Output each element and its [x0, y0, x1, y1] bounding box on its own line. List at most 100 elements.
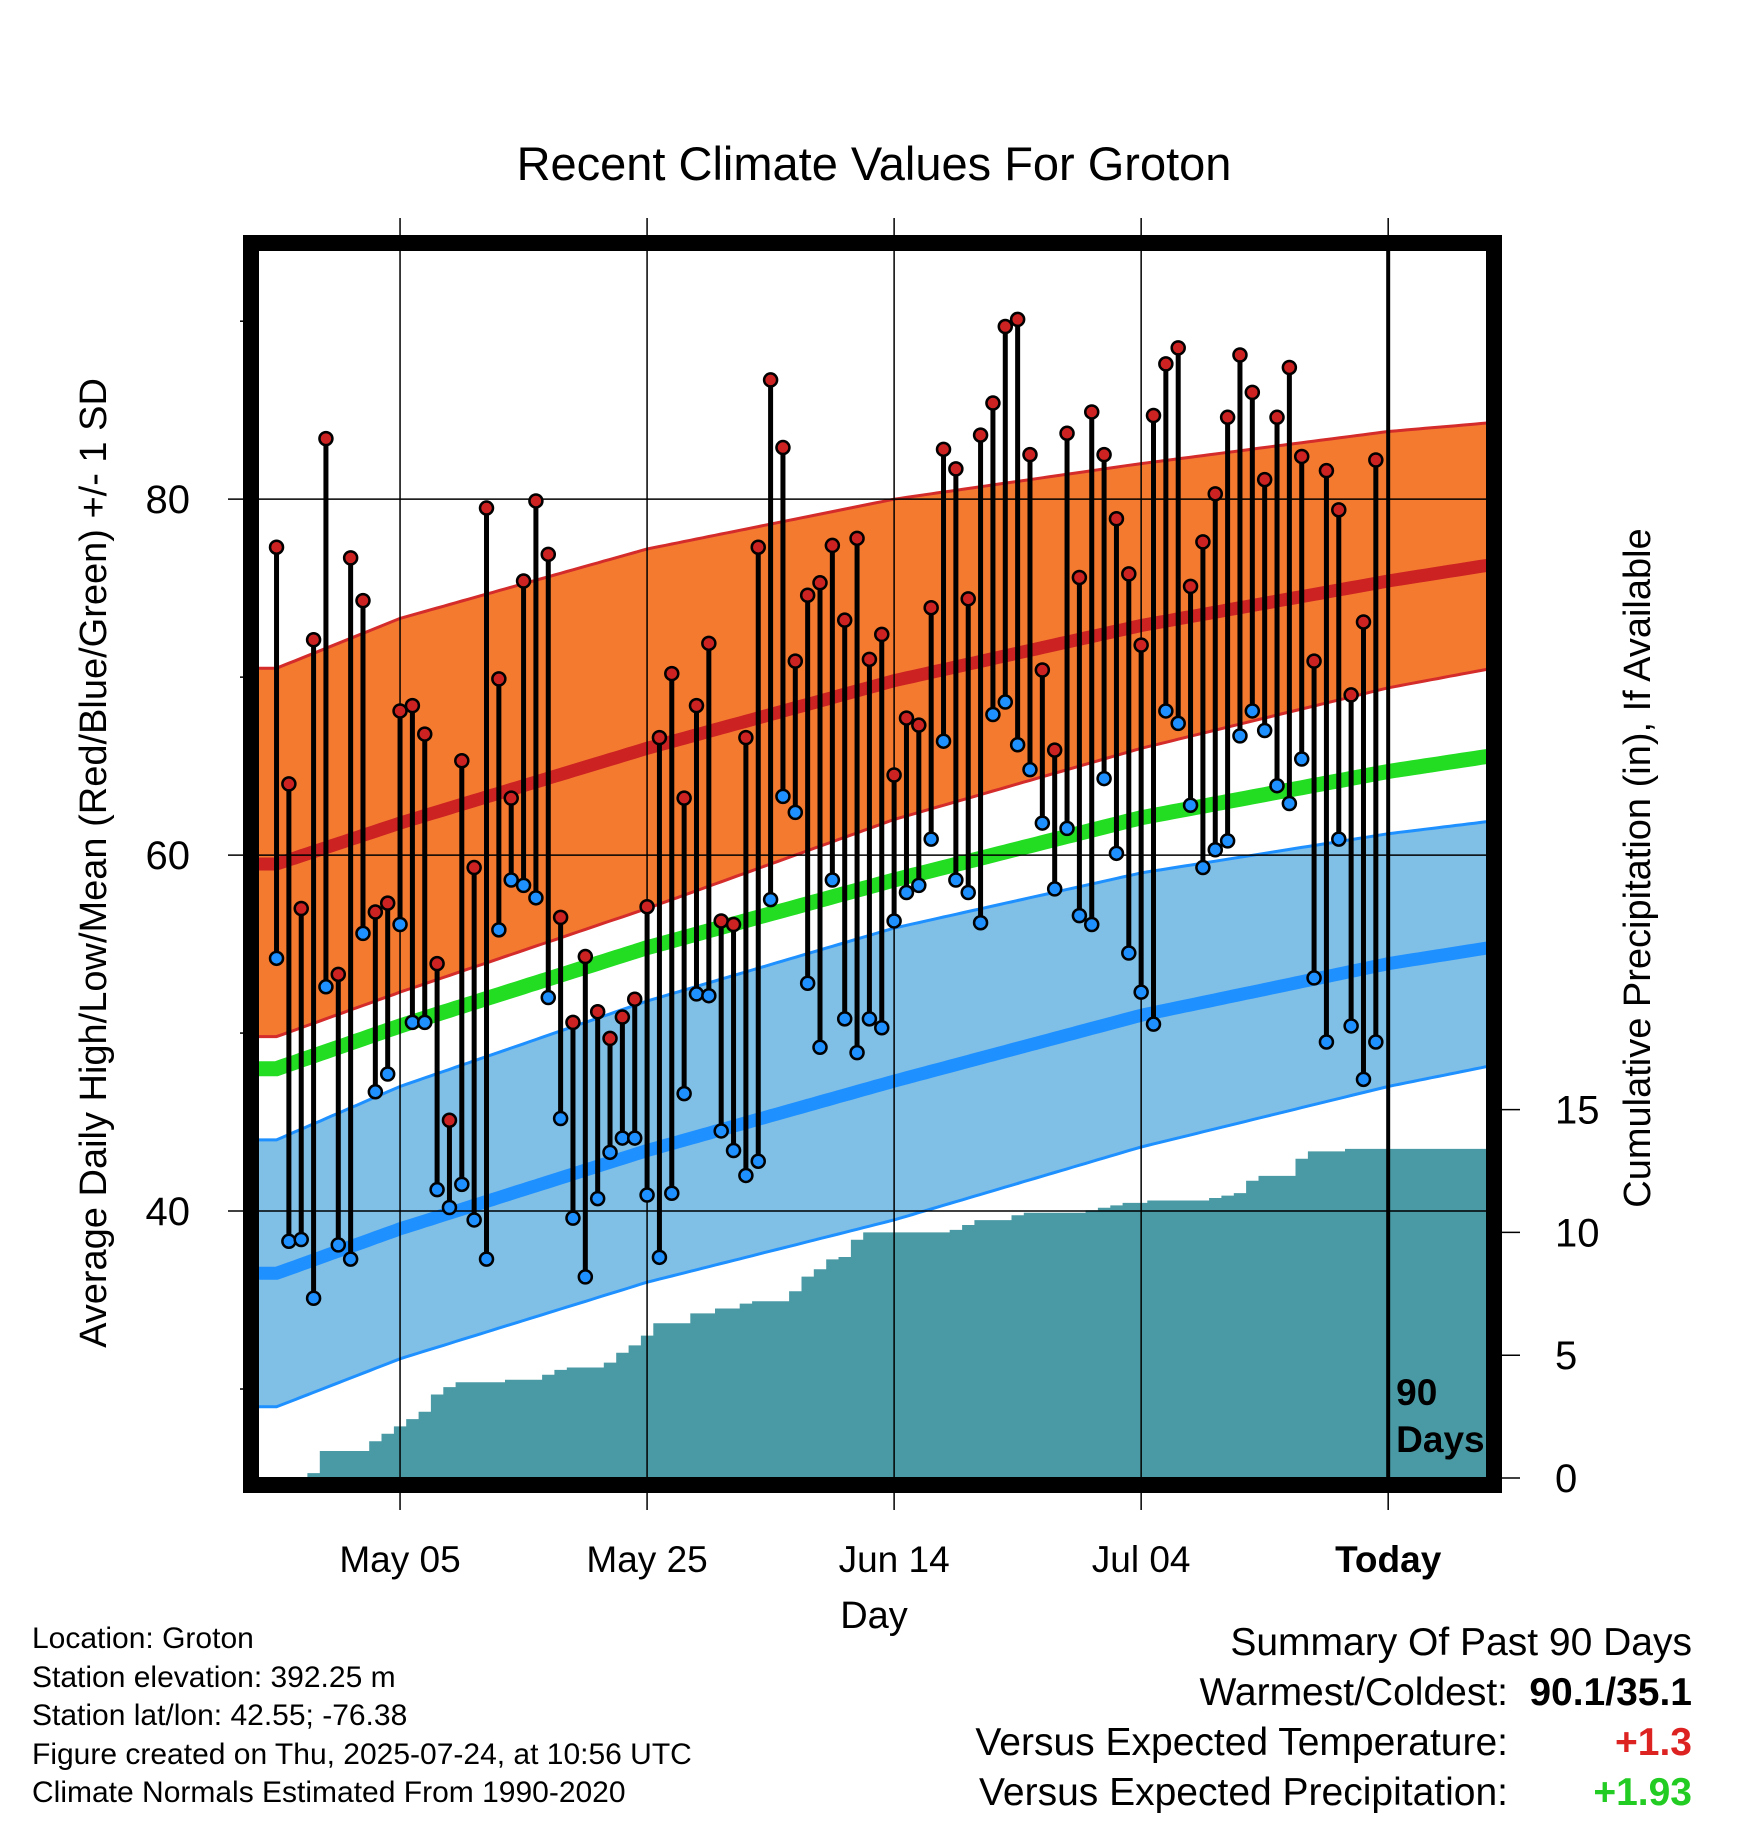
- daily-low-point: [1318, 1034, 1335, 1050]
- warm-cold-value: 90.1/35.1: [1529, 1671, 1692, 1714]
- daily-high-point: [1207, 486, 1224, 502]
- summary-title: Summary Of Past 90 Days: [1230, 1621, 1692, 1664]
- daily-low-point: [713, 1123, 729, 1139]
- precip-anomaly-value: +1.93: [1593, 1771, 1692, 1814]
- daily-low-point: [602, 1144, 618, 1161]
- y-axis-label: Average Daily High/Low/Mean (Red/Blue/Gr…: [73, 378, 115, 1348]
- daily-high-point: [787, 653, 804, 669]
- x-axis-label: Day: [840, 1595, 908, 1637]
- warm-cold-label: Warmest/Coldest:: [1199, 1671, 1508, 1714]
- daily-high-point: [849, 530, 865, 547]
- daily-low-point: [651, 1249, 668, 1266]
- daily-high-point: [1318, 462, 1335, 479]
- daily-high-point: [1009, 311, 1026, 328]
- daily-low-point: [342, 1251, 359, 1267]
- daily-high-point: [1096, 446, 1112, 463]
- daily-high-point: [1071, 569, 1088, 586]
- daily-low-point: [1034, 815, 1051, 831]
- daily-high-point: [1281, 359, 1298, 376]
- daily-high-point: [281, 776, 297, 792]
- daily-low-point: [577, 1269, 594, 1285]
- x-tick-label: Jun 14: [839, 1539, 950, 1580]
- x-tick-label: May 05: [339, 1539, 460, 1580]
- daily-high-point: [1083, 404, 1100, 420]
- summary-panel: Summary Of Past 90 Days Warmest/Coldest:…: [975, 1618, 1692, 1818]
- daily-high-point: [441, 1112, 458, 1129]
- daily-low-point: [441, 1199, 458, 1216]
- daily-low-point: [392, 916, 408, 933]
- daily-high-point: [1145, 407, 1162, 424]
- daily-high-point: [577, 948, 594, 965]
- daily-low-point: [1145, 1016, 1162, 1032]
- daily-low-point: [540, 989, 557, 1006]
- daily-low-point: [775, 788, 791, 805]
- daily-low-point: [1182, 797, 1199, 814]
- plot-clip-group: [258, 250, 1487, 1478]
- daily-high-point: [972, 427, 989, 443]
- daily-low-point: [1281, 795, 1298, 812]
- daily-high-point: [416, 726, 433, 742]
- plot-area: 90 Days May 05 May 25 Jun 14 Jul 04 Today 40 60 8…: [146, 218, 1600, 1580]
- daily-low-point: [404, 1014, 421, 1031]
- daily-low-point: [997, 694, 1014, 710]
- daily-high-point: [651, 729, 668, 746]
- daily-high-point: [812, 575, 828, 591]
- daily-low-point: [985, 706, 1001, 723]
- daily-low-point: [379, 1066, 396, 1082]
- daily-high-point: [342, 550, 359, 566]
- daily-high-point: [1170, 340, 1186, 356]
- daily-low-point: [639, 1187, 655, 1203]
- daily-low-point: [1219, 833, 1236, 849]
- daily-high-point: [1306, 653, 1322, 669]
- daily-high-point: [330, 966, 347, 983]
- daily-low-point: [1306, 970, 1322, 986]
- elevation-text: Station elevation: 392.25 m: [32, 1660, 396, 1694]
- daily-low-point: [1096, 770, 1112, 787]
- daily-low-point: [824, 872, 841, 888]
- daily-high-point: [1293, 448, 1310, 465]
- daily-high-point: [589, 1003, 606, 1020]
- daily-low-point: [799, 975, 816, 991]
- temp-anomaly-row: Versus Expected Temperature: +1.3: [975, 1718, 1692, 1768]
- daily-high-point: [305, 632, 322, 648]
- daily-low-point: [268, 950, 285, 967]
- daily-high-point: [1182, 578, 1199, 595]
- daily-low-point: [1083, 916, 1100, 933]
- low-band-lower: [258, 1065, 1487, 1409]
- daily-high-point: [1244, 384, 1261, 401]
- daily-low-point: [1343, 1018, 1359, 1034]
- daily-low-point: [454, 1176, 470, 1193]
- y2-tick-label: 0: [1555, 1457, 1577, 1501]
- daily-high-point: [664, 665, 680, 682]
- daily-high-point: [466, 859, 482, 876]
- y2-tick-label: 10: [1555, 1211, 1600, 1255]
- daily-low-point: [478, 1251, 495, 1267]
- daily-low-point: [898, 884, 915, 901]
- x-tick-label: Jul 04: [1092, 1539, 1191, 1580]
- chart-title: Recent Climate Values For Groton: [517, 137, 1232, 190]
- daily-low-point: [836, 1011, 853, 1027]
- daily-low-point: [874, 1019, 890, 1036]
- daily-high-point: [701, 635, 717, 652]
- daily-high-point: [528, 493, 544, 509]
- daily-low-point: [1170, 715, 1186, 732]
- daily-low-point: [429, 1181, 445, 1198]
- daily-low-point: [935, 733, 952, 749]
- daily-low-point: [552, 1110, 569, 1127]
- daily-low-point: [515, 877, 532, 894]
- daily-high-point: [948, 461, 964, 477]
- warm-cold-row: Warmest/Coldest: 90.1/35.1: [975, 1668, 1692, 1718]
- daily-high-point: [268, 539, 285, 555]
- daily-high-point: [960, 591, 976, 607]
- daily-low-point: [367, 1084, 384, 1100]
- daily-low-point: [1331, 831, 1347, 847]
- y-tick-label: 40: [146, 1190, 191, 1234]
- daily-high-point: [799, 587, 816, 604]
- daily-high-point: [935, 441, 952, 458]
- normals-text: Climate Normals Estimated From 1990-2020: [32, 1776, 626, 1809]
- daily-high-point: [985, 395, 1001, 411]
- daily-high-point: [1256, 471, 1273, 488]
- precip-anomaly-row: Versus Expected Precipitation: +1.93: [975, 1768, 1692, 1818]
- created-text: Figure created on Thu, 2025-07-24, at 10…: [32, 1737, 692, 1771]
- daily-low-point: [1009, 737, 1026, 753]
